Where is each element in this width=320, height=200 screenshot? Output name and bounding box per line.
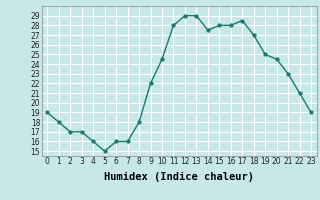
X-axis label: Humidex (Indice chaleur): Humidex (Indice chaleur) [104, 172, 254, 182]
